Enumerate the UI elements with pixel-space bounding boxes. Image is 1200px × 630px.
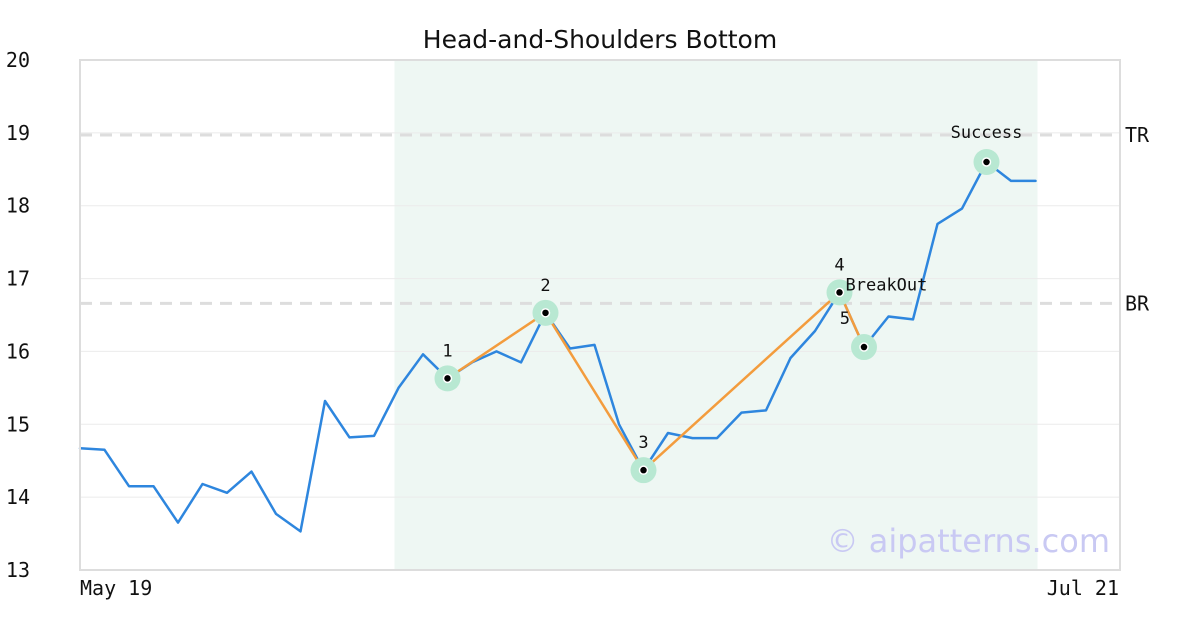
success-point	[981, 157, 992, 167]
y-tick-label-20: 20	[6, 48, 30, 72]
gridlines	[80, 132, 1120, 498]
y-tick-label-16: 16	[6, 339, 30, 363]
y-tick-label-19: 19	[6, 121, 30, 145]
plot-frame	[79, 59, 1121, 571]
level-label-br: BR	[1125, 291, 1150, 315]
pattern-point-5	[859, 342, 869, 352]
chart-title: Head-and-Shoulders Bottom	[423, 25, 777, 54]
pattern-label-5: 5	[840, 309, 850, 329]
pattern-highlight-region	[394, 60, 1038, 570]
y-tick-label-18: 18	[6, 194, 30, 218]
pattern-point-1	[442, 373, 453, 384]
y-tick-label-15: 15	[6, 412, 30, 436]
x-tick-end: Jul 21	[1047, 576, 1119, 600]
pattern-label-3: 3	[638, 433, 648, 453]
pattern-point-2	[540, 308, 551, 318]
success-label: Success	[951, 123, 1023, 143]
breakout-label: BreakOut	[846, 275, 928, 295]
watermark: © aipatterns.com	[827, 522, 1110, 560]
x-tick-start: May 19	[80, 576, 152, 600]
chart-background	[394, 60, 1038, 570]
pattern-segment-2-3	[544, 311, 645, 472]
level-lines	[80, 133, 1120, 305]
level-label-tr: TR	[1125, 123, 1150, 147]
pattern-segment-1-2	[446, 311, 547, 380]
chart-labels: 13 14 15 16 17 18 19 20 TR BR 1 2 3 4 5 BreakOut Success	[6, 48, 1150, 582]
pattern-label-4: 4	[834, 255, 844, 275]
y-tick-label-14: 14	[6, 485, 30, 509]
pattern-label-2: 2	[540, 276, 550, 296]
y-tick-label-17: 17	[6, 267, 30, 291]
pattern-segment-3-4	[642, 291, 841, 472]
y-tick-label-13: 13	[6, 558, 30, 582]
pattern-overlay	[434, 149, 1000, 484]
pattern-point-4	[834, 287, 845, 298]
pattern-point-3	[638, 465, 649, 475]
pattern-label-1: 1	[442, 341, 452, 361]
